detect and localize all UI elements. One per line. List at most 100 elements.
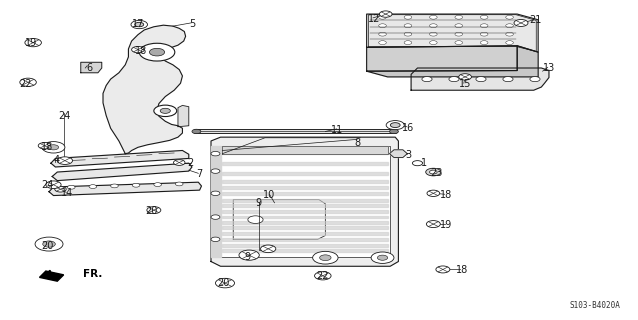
Circle shape <box>455 15 463 19</box>
Circle shape <box>506 41 514 44</box>
Circle shape <box>20 78 36 86</box>
Circle shape <box>506 15 514 19</box>
Circle shape <box>379 15 387 19</box>
Text: 24: 24 <box>41 180 54 190</box>
Polygon shape <box>223 180 388 182</box>
Text: 5: 5 <box>189 19 195 28</box>
Circle shape <box>131 46 144 53</box>
Circle shape <box>379 32 387 36</box>
Text: FR.: FR. <box>83 269 102 279</box>
Text: 19: 19 <box>25 38 38 48</box>
Circle shape <box>506 32 514 36</box>
Circle shape <box>480 24 488 28</box>
Text: 23: 23 <box>430 168 443 178</box>
Circle shape <box>154 105 177 116</box>
Circle shape <box>404 15 412 19</box>
Circle shape <box>480 15 488 19</box>
Circle shape <box>427 190 440 196</box>
Circle shape <box>25 38 41 47</box>
Circle shape <box>429 15 437 19</box>
Circle shape <box>380 11 392 17</box>
Text: 18: 18 <box>456 265 468 276</box>
Circle shape <box>131 20 147 29</box>
Circle shape <box>404 24 412 28</box>
Text: S103-B4020A: S103-B4020A <box>570 301 621 310</box>
Polygon shape <box>51 150 189 167</box>
Circle shape <box>239 250 259 260</box>
Polygon shape <box>40 271 64 281</box>
Circle shape <box>192 129 201 134</box>
Text: 20: 20 <box>145 206 158 216</box>
Circle shape <box>48 145 59 150</box>
Circle shape <box>315 272 331 280</box>
Polygon shape <box>221 146 390 257</box>
Polygon shape <box>223 146 388 154</box>
Text: 16: 16 <box>402 123 414 133</box>
Text: 15: 15 <box>459 79 471 89</box>
Text: 10: 10 <box>263 190 276 200</box>
Polygon shape <box>211 146 221 257</box>
Circle shape <box>390 123 400 128</box>
Circle shape <box>68 185 75 189</box>
Text: 19: 19 <box>440 220 452 230</box>
Circle shape <box>506 24 514 28</box>
Circle shape <box>89 185 97 188</box>
Polygon shape <box>49 182 202 196</box>
Circle shape <box>35 237 63 251</box>
Polygon shape <box>223 221 388 224</box>
Polygon shape <box>367 46 538 77</box>
Text: 18: 18 <box>135 45 147 56</box>
Polygon shape <box>211 137 398 266</box>
Circle shape <box>476 76 486 82</box>
Text: 4: 4 <box>54 155 60 165</box>
Text: 9: 9 <box>256 198 262 208</box>
Circle shape <box>530 76 540 82</box>
Polygon shape <box>103 25 186 154</box>
Circle shape <box>449 76 459 82</box>
Circle shape <box>404 41 412 44</box>
Circle shape <box>379 41 387 44</box>
Circle shape <box>429 32 437 36</box>
Circle shape <box>46 181 61 188</box>
Circle shape <box>459 74 471 80</box>
Polygon shape <box>223 162 388 165</box>
Polygon shape <box>223 192 388 195</box>
Circle shape <box>132 183 140 187</box>
Circle shape <box>412 161 422 166</box>
Circle shape <box>429 41 437 44</box>
Circle shape <box>436 266 450 273</box>
Circle shape <box>55 186 66 192</box>
Circle shape <box>429 170 437 174</box>
Text: 18: 18 <box>41 142 53 152</box>
Circle shape <box>216 278 235 288</box>
Text: 1: 1 <box>420 158 427 168</box>
Polygon shape <box>390 150 407 157</box>
Polygon shape <box>223 244 388 247</box>
Text: 9: 9 <box>244 252 250 262</box>
Polygon shape <box>223 232 388 235</box>
Text: 14: 14 <box>61 188 73 198</box>
Polygon shape <box>178 105 189 127</box>
Circle shape <box>211 151 220 156</box>
Text: 8: 8 <box>354 138 360 148</box>
Polygon shape <box>223 172 388 175</box>
Circle shape <box>422 76 432 82</box>
Text: 20: 20 <box>218 278 230 288</box>
Polygon shape <box>234 200 325 239</box>
Text: 21: 21 <box>529 15 541 25</box>
Circle shape <box>211 169 220 173</box>
Text: 12: 12 <box>368 14 380 24</box>
Polygon shape <box>367 46 517 71</box>
Circle shape <box>211 191 220 196</box>
Circle shape <box>426 168 441 176</box>
Circle shape <box>514 20 528 27</box>
Circle shape <box>480 41 488 44</box>
Polygon shape <box>223 250 388 252</box>
Circle shape <box>110 184 118 188</box>
Text: 6: 6 <box>86 63 92 73</box>
Polygon shape <box>223 215 388 218</box>
Circle shape <box>42 142 65 153</box>
Circle shape <box>147 207 161 214</box>
Circle shape <box>135 22 144 27</box>
Circle shape <box>320 255 331 260</box>
